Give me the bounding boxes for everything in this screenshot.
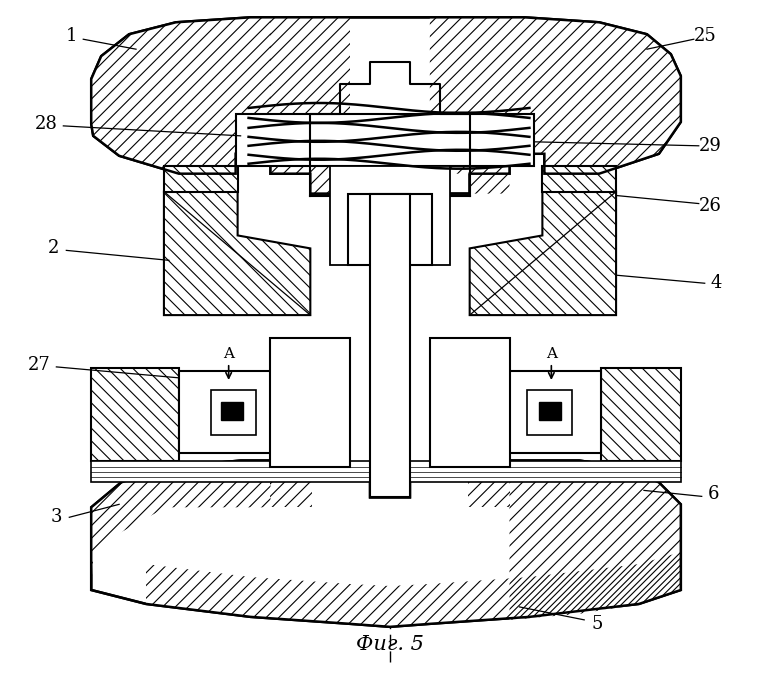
Polygon shape xyxy=(91,438,681,627)
Polygon shape xyxy=(91,368,179,460)
Polygon shape xyxy=(164,166,238,192)
Bar xyxy=(330,166,450,265)
Bar xyxy=(348,193,432,265)
Polygon shape xyxy=(91,460,271,590)
Text: 5: 5 xyxy=(591,615,603,633)
Polygon shape xyxy=(91,17,271,173)
Polygon shape xyxy=(470,192,616,315)
Polygon shape xyxy=(164,192,310,315)
Text: 2: 2 xyxy=(48,239,59,257)
Text: 3: 3 xyxy=(51,508,62,527)
Bar xyxy=(236,114,534,166)
Text: 25: 25 xyxy=(693,27,716,45)
Text: 6: 6 xyxy=(708,486,719,503)
Polygon shape xyxy=(468,460,509,587)
Bar xyxy=(271,338,350,467)
Polygon shape xyxy=(542,166,616,192)
Bar xyxy=(211,390,256,434)
Text: A: A xyxy=(223,347,234,361)
Polygon shape xyxy=(430,173,445,195)
Text: 1: 1 xyxy=(66,27,77,45)
Bar xyxy=(179,371,314,453)
Text: A: A xyxy=(546,347,557,361)
Polygon shape xyxy=(271,460,312,587)
Polygon shape xyxy=(601,368,681,460)
Bar xyxy=(430,338,509,467)
Text: 29: 29 xyxy=(699,137,722,155)
Text: 4: 4 xyxy=(711,275,722,292)
Polygon shape xyxy=(509,460,681,620)
Polygon shape xyxy=(146,552,681,627)
Bar xyxy=(527,390,573,434)
Bar xyxy=(540,402,562,419)
Text: 26: 26 xyxy=(699,197,722,214)
Bar xyxy=(91,460,681,482)
Polygon shape xyxy=(430,17,681,195)
Polygon shape xyxy=(91,17,681,195)
Bar xyxy=(370,193,410,497)
Text: 27: 27 xyxy=(28,356,51,374)
Text: 28: 28 xyxy=(35,115,58,133)
Bar xyxy=(221,402,243,419)
Bar xyxy=(466,371,601,453)
Polygon shape xyxy=(271,17,350,193)
Text: Фиг. 5: Фиг. 5 xyxy=(356,635,424,654)
